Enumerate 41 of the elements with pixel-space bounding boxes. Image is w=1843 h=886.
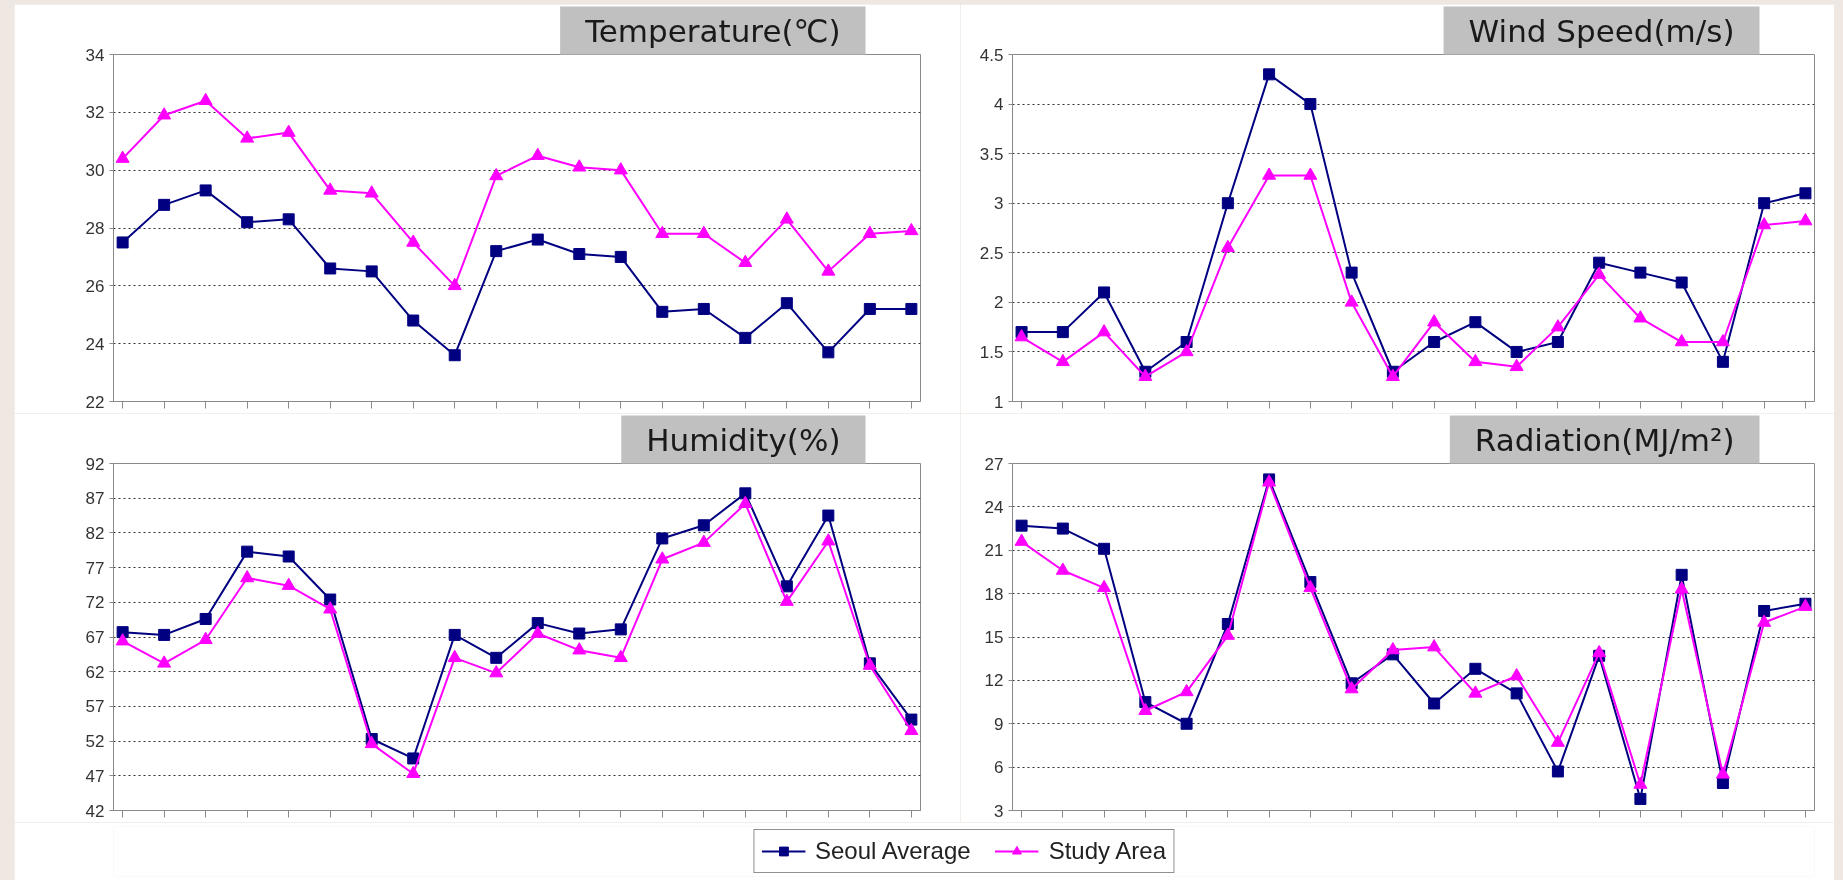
y-tick-label: 18 — [984, 584, 1004, 604]
chart-title: Temperature(℃) — [584, 12, 841, 49]
y-tick-label: 34 — [85, 45, 105, 65]
chart-title: Wind Speed(m/s) — [1468, 12, 1735, 49]
legend-label: Seoul Average — [814, 837, 971, 865]
chart-title: Humidity(%) — [646, 421, 841, 458]
y-tick-label: 32 — [85, 103, 105, 123]
y-tick-label: 52 — [85, 732, 105, 752]
y-tick-label: 87 — [85, 489, 105, 509]
y-tick-label: 12 — [984, 671, 1004, 691]
y-tick-label: 47 — [85, 766, 105, 786]
y-tick-label: 28 — [85, 219, 105, 238]
y-tick-label: 57 — [85, 697, 105, 717]
y-tick-label: 3 — [994, 801, 1004, 821]
y-tick-label: 2 — [994, 293, 1004, 313]
y-tick-label: 92 — [85, 454, 105, 474]
y-tick-label: 3.5 — [979, 144, 1004, 164]
y-tick-label: 77 — [85, 558, 105, 578]
y-tick-label: 24 — [984, 497, 1004, 517]
y-tick-label: 15 — [984, 628, 1004, 647]
y-tick-label: 27 — [984, 454, 1004, 474]
y-tick-label: 72 — [85, 593, 105, 613]
y-tick-label: 1.5 — [979, 342, 1004, 362]
y-tick-label: 1 — [994, 392, 1004, 412]
y-tick-label: 9 — [994, 714, 1004, 734]
y-tick-label: 4.5 — [979, 45, 1004, 65]
y-tick-label: 6 — [994, 758, 1004, 778]
y-tick-label: 42 — [85, 801, 105, 821]
y-tick-label: 67 — [85, 628, 105, 647]
chart-title: Radiation(MJ/m²) — [1474, 421, 1735, 458]
y-tick-label: 82 — [85, 523, 105, 543]
y-tick-label: 62 — [85, 662, 105, 682]
y-tick-label: 22 — [85, 392, 105, 412]
y-tick-label: 3 — [994, 194, 1004, 214]
y-tick-label: 26 — [85, 276, 105, 296]
y-tick-label: 21 — [984, 541, 1004, 561]
y-tick-label: 30 — [85, 161, 105, 181]
y-tick-label: 2.5 — [979, 243, 1004, 263]
y-tick-label: 4 — [994, 95, 1004, 115]
y-tick-label: 24 — [85, 334, 105, 354]
legend-label: Study Area — [1048, 837, 1167, 865]
